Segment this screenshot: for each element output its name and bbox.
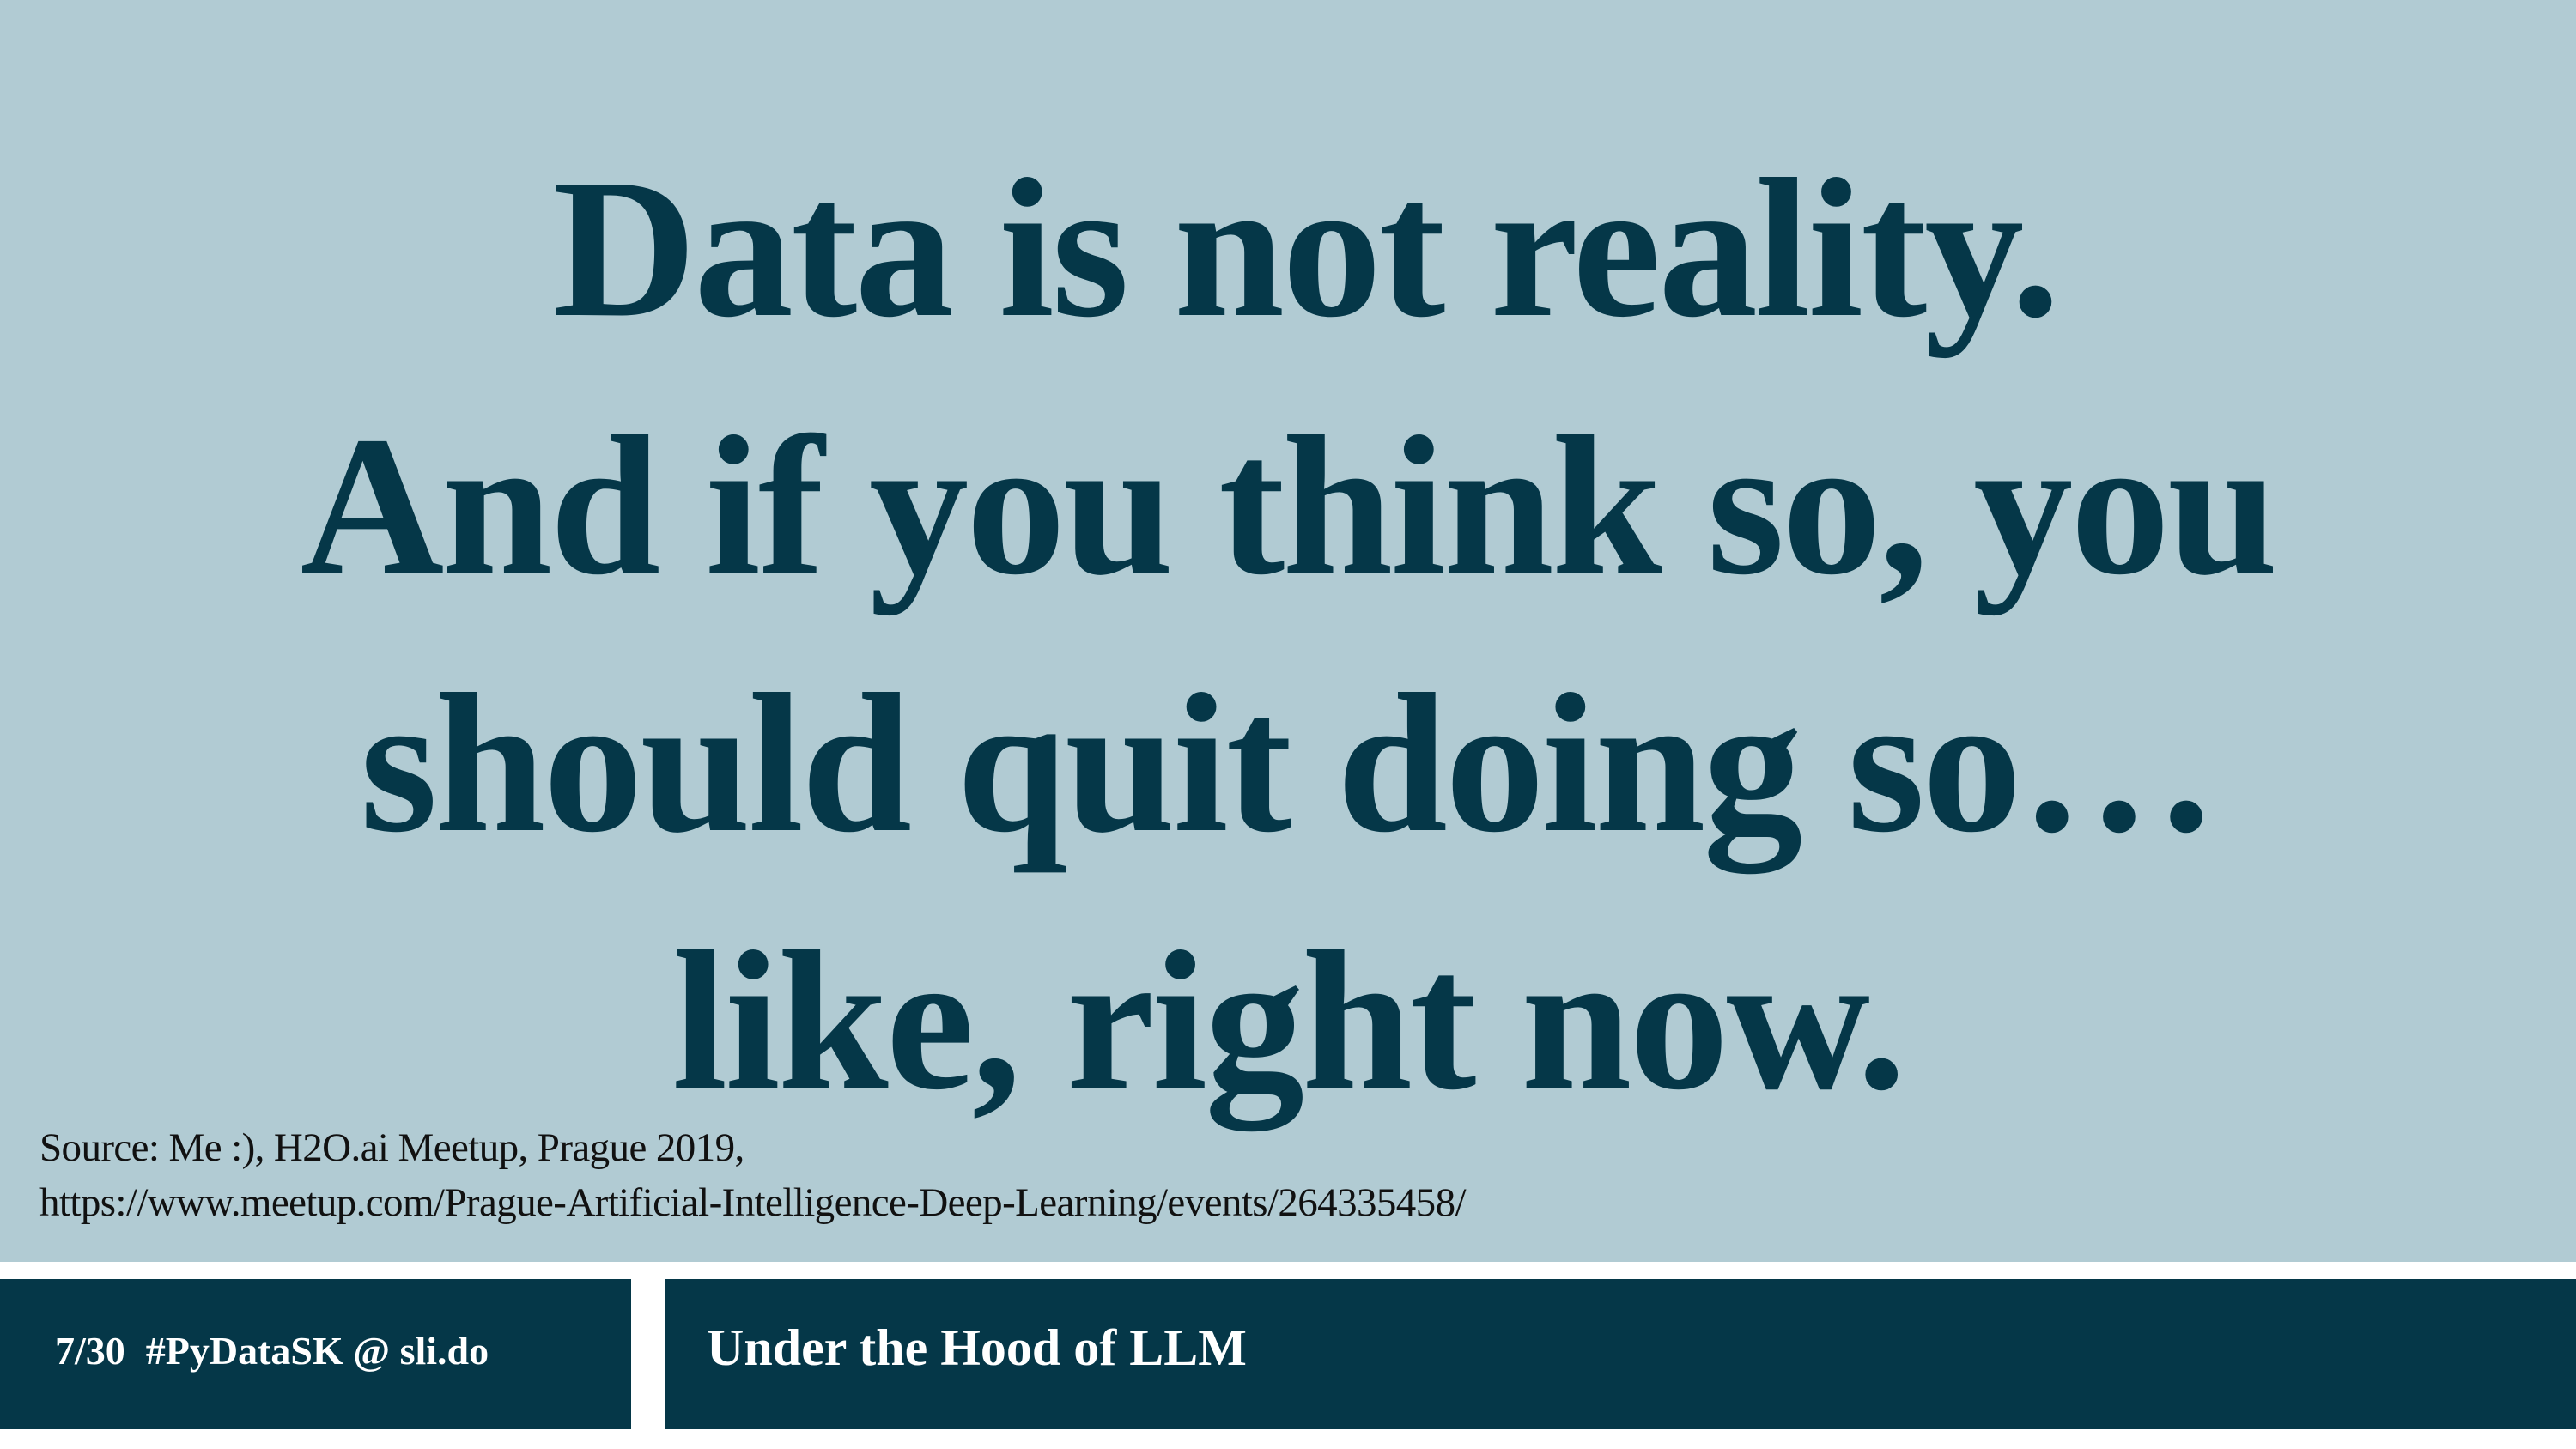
slide-headline: Data is not reality. And if you think so… (0, 120, 2576, 1150)
footer-left-bar: 7/30 #PyDataSK @ sli.do (0, 1279, 631, 1429)
presentation-title: Under the Hood of LLM (707, 1319, 1247, 1376)
footer-right-bar: Under the Hood of LLM (665, 1279, 2576, 1429)
slide-body: Data is not reality. And if you think so… (0, 0, 2576, 1262)
footer-left-text: 7/30 #PyDataSK @ sli.do (55, 1279, 489, 1429)
source-line-1: Source: Me :), H2O.ai Meetup, Prague 201… (39, 1125, 744, 1170)
footer-hashtag: #PyDataSK @ sli.do (145, 1329, 489, 1373)
headline-line-2: And if you think so, you (300, 396, 2278, 616)
source-url[interactable]: https://www.meetup.com/Prague-Artificial… (39, 1180, 1467, 1225)
headline-line-3: should quit doing so… (360, 653, 2218, 874)
headline-line-4: like, right now. (671, 911, 1906, 1131)
page-number: 7/30 (55, 1329, 125, 1373)
source-citation: Source: Me :), H2O.ai Meetup, Prague 201… (39, 1120, 1467, 1230)
headline-line-1: Data is not reality. (552, 138, 2061, 359)
